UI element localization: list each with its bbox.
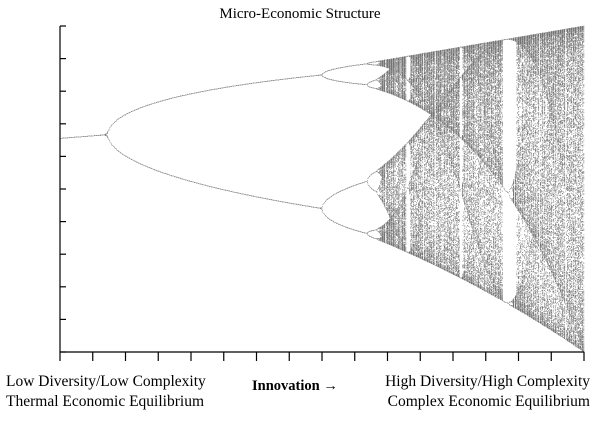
left-caption-line-1: Low Diversity/Low Complexity [6, 373, 206, 390]
x-axis-label: Innovation → [252, 378, 338, 394]
attractor-points [60, 25, 585, 353]
left-caption: Low Diversity/Low Complexity Thermal Eco… [6, 372, 206, 412]
bifurcation-points [60, 25, 585, 353]
axis-ticks [59, 25, 585, 361]
right-caption-line-2: Complex Economic Equilibrium [387, 393, 590, 410]
right-caption-line-1: High Diversity/High Complexity [385, 373, 590, 390]
chart-title: Micro-Economic Structure [219, 6, 381, 22]
left-caption-line-2: Thermal Economic Equilibrium [6, 393, 205, 410]
right-caption: High Diversity/High Complexity Complex E… [385, 372, 590, 412]
